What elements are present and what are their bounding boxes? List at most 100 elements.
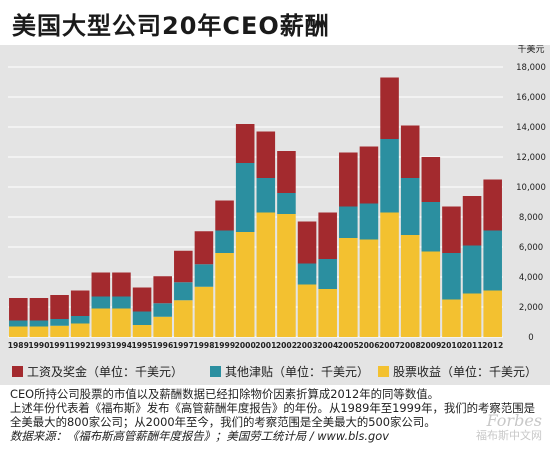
bar-segment-other	[132, 311, 152, 325]
bar-segment-salary	[174, 250, 193, 283]
bar-segment-salary	[50, 295, 69, 319]
y-tick-label: 16,000	[516, 93, 546, 103]
x-tick-label: 1997	[173, 341, 194, 350]
bar-segment-other	[9, 320, 28, 327]
forbes-watermark: Forbes 福布斯中文网	[476, 413, 542, 443]
bar-segment-salary	[112, 272, 131, 297]
bar-segment-other	[442, 253, 461, 300]
x-tick-label: 2010	[441, 341, 462, 350]
x-tick-label: 1999	[214, 341, 235, 350]
bar-segment-salary	[442, 206, 461, 253]
legend-item-stock: 股票收益（单位：千美元）	[378, 363, 537, 380]
bar-segment-stock	[194, 286, 214, 337]
bar-segment-other	[359, 203, 379, 240]
chart-title: 美国大型公司20年CEO薪酬	[12, 12, 330, 40]
bar-segment-salary	[256, 131, 276, 178]
bar-segment-other	[400, 178, 420, 235]
y-tick-label: 14,000	[516, 123, 546, 133]
legend-item-salary: 工资及奖金（单位：千美元）	[12, 363, 183, 380]
note-line-2: 上述年份代表着《福布斯》发布《高管薪酬年度报告》的年份。从1989年至1999年…	[10, 401, 535, 415]
bar-segment-stock	[339, 238, 358, 337]
bar-segment-other	[91, 296, 111, 309]
legend-swatch-salary	[12, 366, 23, 377]
bar-segment-stock	[400, 235, 420, 337]
bar-segment-stock	[483, 290, 502, 337]
legend-label-other: 其他津贴（单位：千美元）	[225, 365, 370, 379]
legend-item-other: 其他津贴（单位：千美元）	[210, 363, 369, 380]
y-tick-label: 2,000	[519, 303, 543, 313]
bar-segment-stock	[50, 325, 69, 337]
chart-notes: CEO所持公司股票的市值以及薪酬数据已经扣除物价因素折算成2012年的同等数值。…	[10, 387, 545, 443]
bar-segment-salary	[70, 290, 90, 316]
x-tick-label: 1994	[111, 341, 132, 350]
x-tick-label: 2003	[296, 341, 317, 350]
bar-segment-stock	[70, 323, 90, 337]
bar-segment-salary	[380, 77, 399, 139]
bar-segment-other	[174, 282, 193, 301]
bar-segment-salary	[277, 151, 296, 193]
bar-segment-other	[215, 230, 234, 253]
x-tick-label: 2006	[358, 341, 379, 350]
bar-segment-salary	[462, 196, 482, 246]
bar-segment-other	[256, 178, 276, 213]
watermark-site: 福布斯中文网	[476, 429, 542, 442]
bar-segment-other	[421, 202, 441, 252]
bar-segment-salary	[359, 146, 379, 204]
x-tick-label: 1998	[193, 341, 214, 350]
bar-segment-stock	[359, 239, 379, 337]
legend-label-stock: 股票收益（单位：千美元）	[393, 365, 538, 379]
bar-segment-other	[297, 263, 317, 285]
x-tick-label: 1990	[28, 341, 49, 350]
legend-label-salary: 工资及奖金（单位：千美元）	[27, 365, 184, 379]
x-tick-label: 1996	[152, 341, 173, 350]
bar-segment-other	[70, 316, 90, 324]
x-tick-label: 1993	[90, 341, 111, 350]
bar-segment-other	[483, 230, 502, 291]
bar-segment-salary	[339, 152, 358, 207]
bar-segment-salary	[29, 298, 49, 321]
bar-segment-stock	[318, 289, 337, 337]
x-tick-label: 2007	[379, 341, 400, 350]
y-tick-label: 18,000	[516, 63, 546, 73]
bar-segment-other	[462, 245, 482, 294]
bar-segment-other	[277, 193, 296, 214]
bar-segment-other	[50, 319, 69, 326]
x-tick-label: 2012	[482, 341, 503, 350]
y-tick-label: 4,000	[519, 273, 543, 283]
x-tick-label: 1995	[131, 341, 152, 350]
bar-segment-stock	[256, 212, 276, 337]
bar-segment-stock	[91, 308, 111, 337]
bar-segment-other	[235, 163, 255, 232]
x-tick-label: 2009	[420, 341, 441, 350]
x-tick-label: 2001	[255, 341, 276, 350]
x-tick-label: 1991	[49, 341, 70, 350]
data-source: 数据来源：《福布斯高管薪酬年度报告》；美国劳工统计局 / www.bls.gov	[10, 429, 389, 443]
bar-segment-other	[318, 259, 337, 289]
note-line-3: 全美最大的800家公司；从2000年至今，我们的考察范围是全美最大的500家公司…	[10, 415, 436, 429]
bar-segment-stock	[380, 212, 399, 337]
bar-segment-stock	[174, 300, 193, 337]
bar-segment-salary	[91, 272, 111, 297]
bar-segment-stock	[9, 326, 28, 337]
bar-segment-salary	[318, 212, 337, 259]
x-tick-label: 1992	[70, 341, 91, 350]
bar-segment-salary	[132, 287, 152, 312]
x-tick-label: 2002	[276, 341, 297, 350]
x-tick-label: 2000	[235, 341, 256, 350]
y-tick-label: 8,000	[519, 213, 543, 223]
bar-segment-other	[194, 264, 214, 287]
y-tick-label: 0	[528, 333, 533, 343]
bar-segment-stock	[442, 299, 461, 337]
x-tick-label: 2004	[317, 341, 338, 350]
x-tick-label: 2011	[461, 341, 482, 350]
bar-segment-other	[112, 296, 131, 309]
bar-segment-stock	[421, 251, 441, 337]
bar-segment-stock	[235, 232, 255, 337]
y-tick-label: 12,000	[516, 153, 546, 163]
bar-segment-other	[153, 303, 172, 317]
y-tick-label: 6,000	[519, 243, 543, 253]
bar-segment-salary	[153, 276, 172, 304]
bar-segment-salary	[483, 179, 502, 231]
bar-segment-stock	[132, 325, 152, 337]
bar-segment-other	[29, 320, 49, 327]
